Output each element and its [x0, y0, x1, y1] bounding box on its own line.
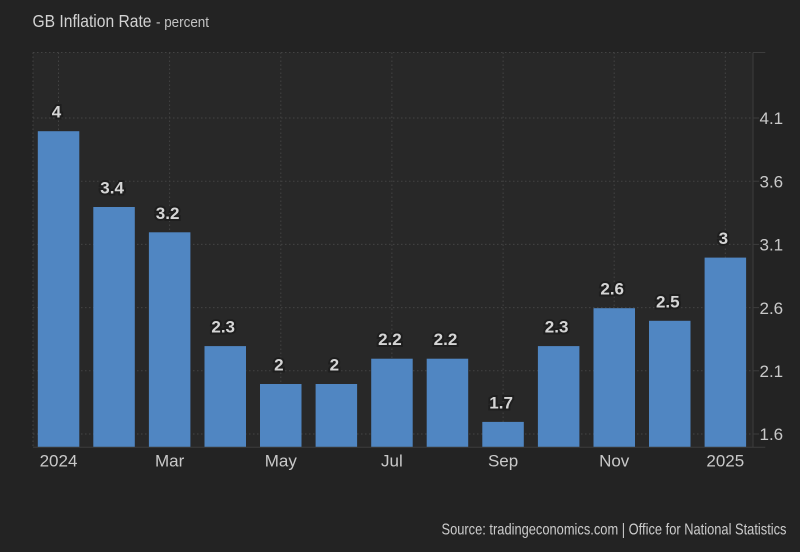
svg-text:- percent: - percent	[156, 15, 209, 31]
svg-text:2024: 2024	[40, 452, 78, 471]
svg-text:2.6: 2.6	[600, 280, 624, 299]
svg-text:Jul: Jul	[381, 452, 403, 471]
svg-text:GB Inflation Rate: GB Inflation Rate	[33, 11, 152, 31]
svg-text:2.6: 2.6	[760, 299, 784, 318]
svg-text:Nov: Nov	[599, 452, 630, 471]
svg-text:3: 3	[719, 229, 728, 248]
svg-text:2.1: 2.1	[760, 362, 784, 381]
svg-text:3.2: 3.2	[156, 204, 180, 223]
svg-text:2: 2	[274, 356, 283, 375]
svg-text:1.6: 1.6	[760, 425, 784, 444]
svg-text:Source: tradingeconomics.com |: Source: tradingeconomics.com | Office fo…	[442, 522, 787, 539]
svg-text:3.6: 3.6	[760, 172, 784, 191]
svg-text:4.1: 4.1	[760, 109, 784, 128]
svg-text:3.1: 3.1	[760, 236, 784, 255]
svg-text:2.2: 2.2	[378, 330, 402, 349]
svg-text:2.3: 2.3	[211, 318, 235, 337]
svg-text:1.7: 1.7	[489, 393, 513, 412]
svg-text:2.2: 2.2	[434, 330, 458, 349]
svg-text:2025: 2025	[706, 452, 744, 471]
svg-text:Sep: Sep	[488, 452, 518, 471]
svg-text:3.4: 3.4	[100, 179, 124, 198]
svg-text:4: 4	[52, 103, 62, 122]
svg-text:2.3: 2.3	[545, 318, 569, 337]
svg-text:2: 2	[330, 356, 339, 375]
svg-text:Mar: Mar	[155, 452, 185, 471]
svg-text:May: May	[265, 452, 298, 471]
svg-text:2.5: 2.5	[656, 292, 680, 311]
